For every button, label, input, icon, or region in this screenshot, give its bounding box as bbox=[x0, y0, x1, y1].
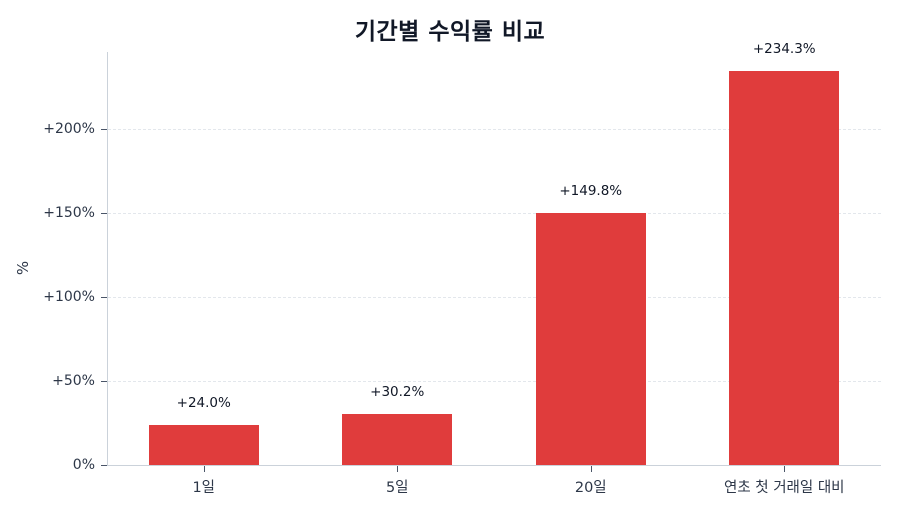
y-axis-line bbox=[107, 52, 108, 466]
y-tick-label: +100% bbox=[43, 289, 95, 305]
gridline bbox=[108, 297, 881, 298]
x-tick-label: 20일 bbox=[574, 480, 607, 496]
x-tick-label: 연초 첫 거래일 대비 bbox=[723, 480, 845, 496]
x-tick-mark bbox=[397, 466, 398, 472]
gridline bbox=[108, 381, 881, 382]
bar bbox=[342, 414, 453, 465]
bar-value-label: +30.2% bbox=[370, 384, 425, 401]
y-tick-mark bbox=[101, 297, 107, 298]
y-tick-mark bbox=[101, 213, 107, 214]
y-tick-label: +200% bbox=[43, 121, 95, 137]
x-axis-line bbox=[107, 465, 881, 466]
x-tick-label: 1일 bbox=[192, 480, 216, 496]
bar-value-label: +234.3% bbox=[752, 41, 816, 58]
y-tick-label: +50% bbox=[52, 373, 95, 389]
y-tick-label: 0% bbox=[72, 457, 95, 473]
bar-value-label: +24.0% bbox=[176, 394, 231, 411]
gridline bbox=[108, 213, 881, 214]
y-tick-mark bbox=[101, 381, 107, 382]
x-tick-mark bbox=[204, 466, 205, 472]
bar bbox=[148, 424, 259, 465]
y-tick-mark bbox=[101, 465, 107, 466]
x-tick-mark bbox=[591, 466, 592, 472]
x-tick-label: 5일 bbox=[385, 480, 409, 496]
y-tick-mark bbox=[101, 129, 107, 130]
y-tick-label: +150% bbox=[43, 205, 95, 221]
x-tick-mark bbox=[784, 466, 785, 472]
gridline bbox=[108, 129, 881, 130]
bar bbox=[729, 71, 840, 465]
y-axis-label: % bbox=[14, 260, 33, 276]
bar bbox=[535, 213, 646, 465]
chart-title: 기간별 수익률 비교 bbox=[354, 19, 546, 45]
bar-value-label: +149.8% bbox=[559, 183, 623, 200]
